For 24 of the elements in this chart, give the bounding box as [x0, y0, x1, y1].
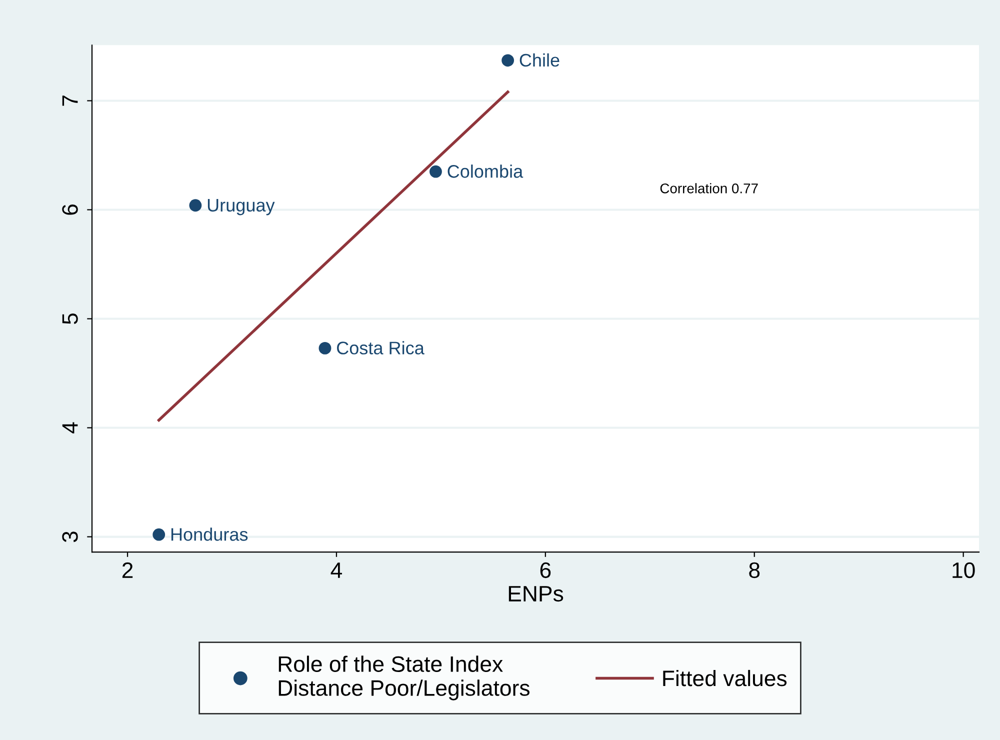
y-tick-label: 7 — [62, 96, 78, 106]
annotation: Colombia — [448, 164, 524, 178]
point — [430, 165, 442, 178]
point — [189, 199, 202, 212]
x-tick-label: 8 — [749, 562, 760, 578]
x-tick-label: 6 — [540, 562, 551, 578]
y-tick-label: 5 — [62, 314, 78, 324]
legend-label: Role of the State Index Distance Poor/Legislators — [278, 656, 530, 700]
point — [502, 54, 514, 67]
point — [318, 342, 332, 354]
annotation: Honduras — [171, 528, 248, 541]
y-tick-label: 6 — [62, 204, 78, 215]
legend-label: Fitted values — [663, 670, 787, 686]
point — [152, 528, 166, 541]
annotation: Costa Rica — [337, 341, 424, 354]
x-tick-label: 10 — [952, 562, 975, 578]
y-tick-label: 4 — [62, 422, 78, 434]
x-tick-label: 2 — [122, 562, 133, 578]
x-axis-title: ENPs — [508, 586, 564, 602]
annotation: Uruguay — [208, 199, 275, 216]
y-tick-label: 3 — [62, 532, 78, 542]
annotation: Correlation 0.77 — [660, 183, 758, 194]
x-tick-label: 4 — [330, 562, 342, 578]
annotation: Chile — [520, 53, 560, 67]
